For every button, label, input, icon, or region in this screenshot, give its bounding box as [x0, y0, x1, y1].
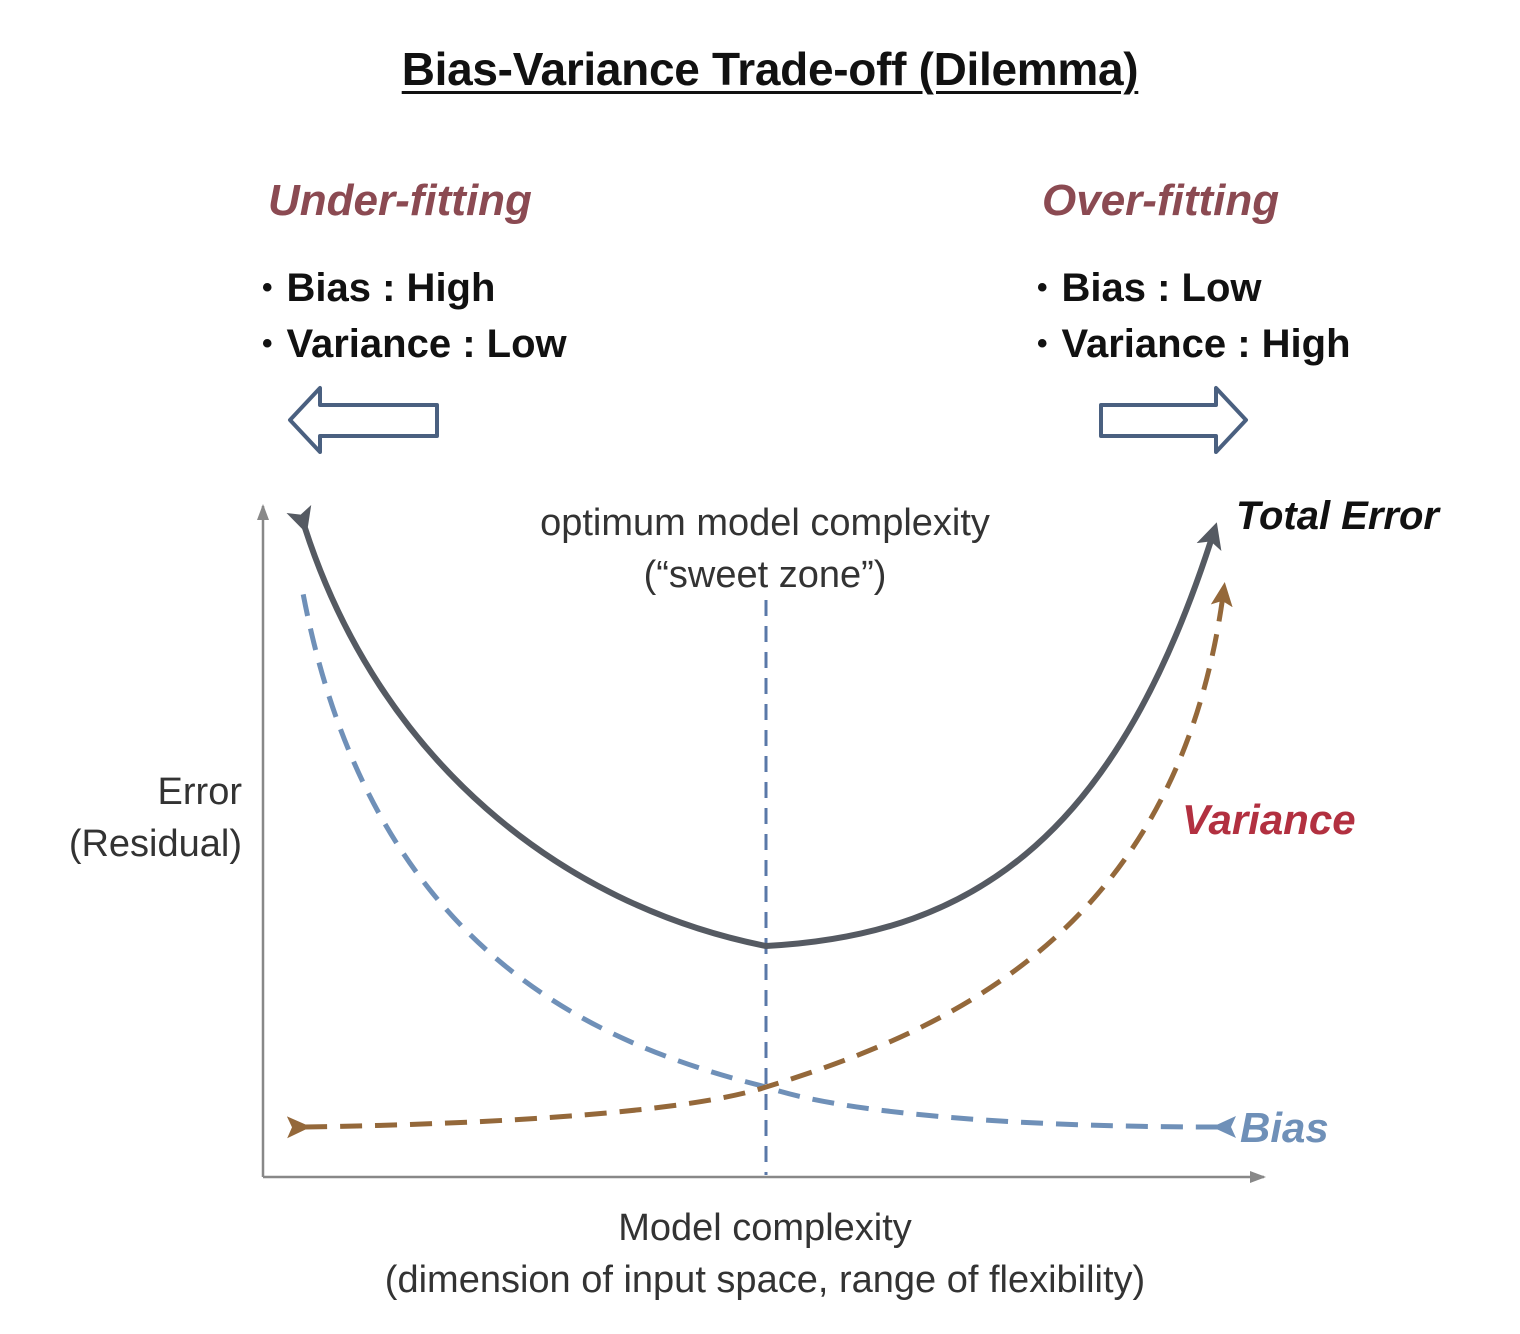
under-fitting-bullets: Bias : High Variance : Low — [262, 262, 567, 374]
diagram-title: Bias-Variance Trade-off (Dilemma) — [401, 43, 1139, 95]
right-block-arrow-icon — [1099, 386, 1248, 454]
bias-curve — [299, 587, 1237, 1139]
total-error-curve — [286, 504, 1222, 950]
under-fitting-variance: Variance : Low — [262, 318, 567, 374]
x-axis-label-line2: (dimension of input space, range of flex… — [384, 1259, 1146, 1301]
optimum-label-line1: optimum model complexity — [540, 502, 990, 544]
optimum-label: optimum model complexity (“sweet zone”) — [540, 497, 990, 601]
over-fitting-bias: Bias : Low — [1037, 262, 1351, 318]
under-fitting-bias: Bias : High — [262, 262, 567, 318]
bias-label: Bias — [1240, 1104, 1329, 1151]
y-axis-label-line1: Error — [157, 771, 242, 813]
over-fitting-bullets: Bias : Low Variance : High — [1037, 262, 1351, 374]
x-axis-label-line1: Model complexity — [618, 1207, 912, 1249]
variance-label: Variance — [1182, 796, 1356, 843]
y-axis-label-line2: (Residual) — [68, 823, 242, 865]
under-fitting-heading: Under-fitting — [268, 176, 532, 225]
x-axis-label: Model complexity (dimension of input spa… — [385, 1202, 1145, 1306]
over-fitting-variance: Variance : High — [1037, 318, 1351, 374]
optimum-label-line2: (“sweet zone”) — [643, 554, 887, 596]
left-block-arrow-icon — [288, 386, 439, 454]
total-error-label: Total Error — [1236, 494, 1439, 538]
over-fitting-heading: Over-fitting — [1042, 176, 1280, 225]
y-axis-label: Error (Residual) — [69, 766, 242, 870]
